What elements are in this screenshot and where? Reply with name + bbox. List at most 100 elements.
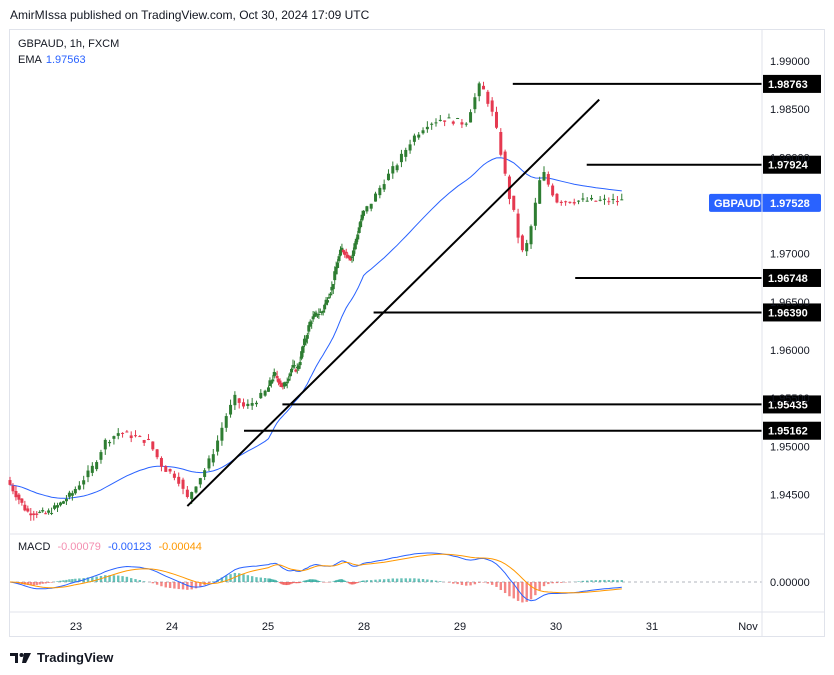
candle-body [271, 379, 275, 382]
macd-hist-bar [303, 580, 306, 582]
macd-hist-bar [478, 582, 481, 583]
candle-body [317, 313, 321, 315]
ema-value: 1.97563 [45, 54, 86, 66]
candle-body [482, 85, 486, 90]
macd-hist-bar [130, 578, 133, 582]
candle-body [237, 398, 241, 403]
candle-body [269, 381, 273, 384]
level-price-label: 1.96748 [768, 273, 808, 285]
macd-hist-bar [142, 581, 146, 582]
macd-hist-bar [177, 582, 180, 590]
macd-hist-bar [238, 573, 241, 582]
candle-body [14, 490, 18, 498]
price-tick-label: 1.99000 [770, 56, 810, 68]
candle-body [242, 402, 246, 407]
macd-zero-label: 0.00000 [770, 577, 810, 589]
macd-hist-bar [508, 582, 511, 597]
candle-body [568, 201, 572, 203]
tradingview-brand[interactable]: TradingView [10, 650, 113, 665]
candle-body [350, 256, 354, 259]
macd-hist-bar [611, 579, 615, 582]
candle-body [29, 513, 33, 516]
macd-hist-bar [603, 579, 606, 582]
candle-body [395, 165, 399, 171]
macd-hist-bar [311, 579, 315, 582]
macd-hist-bar [353, 582, 357, 584]
candle-body [585, 200, 589, 202]
macd-hist-bar [270, 579, 273, 582]
candle-body [438, 119, 442, 121]
candle-body [365, 206, 369, 212]
macd-hist-bar [242, 574, 245, 582]
trendline [186, 98, 600, 507]
ema-legend[interactable]: EMA 1.97563 [18, 52, 119, 68]
macd-hist-bar [317, 580, 321, 582]
candle-body [564, 201, 568, 203]
candle-body [86, 470, 90, 478]
macd-hist-bar [134, 579, 137, 582]
macd-line-value: -0.00123 [107, 541, 152, 553]
candle-body [307, 325, 311, 332]
candle-body [287, 378, 291, 381]
macd-hist-bar [283, 582, 286, 585]
macd-hist-bar [525, 582, 528, 602]
candle-body [337, 256, 341, 261]
symbol-title[interactable]: GBPAUD, 1h, FXCM [18, 38, 120, 50]
macd-hist-bar [590, 580, 593, 582]
candle-body [224, 416, 228, 428]
candle-body [298, 361, 302, 366]
candle-body [320, 312, 324, 314]
level-price-tag [763, 421, 821, 440]
candle-body [292, 365, 296, 367]
chart-frame [9, 29, 825, 637]
candle-body [8, 480, 12, 485]
macd-hist-bar [190, 582, 193, 590]
macd-hist-bar [138, 580, 142, 582]
candle-body [386, 173, 390, 181]
price-tick-label: 1.95000 [770, 441, 810, 453]
candle-body [362, 210, 366, 216]
macd-hist-bar [349, 582, 352, 585]
candle-body [533, 202, 537, 226]
time-tick-label: 28 [358, 621, 370, 633]
candle-body [288, 373, 292, 377]
candle-body [112, 436, 116, 439]
candle-body [369, 203, 373, 209]
candle-body [378, 187, 382, 196]
macd-hist-bar [220, 577, 224, 582]
time-tick-label: 29 [454, 621, 466, 633]
candle-body [451, 121, 455, 124]
level-price-tag [763, 268, 821, 287]
macd-hist-bar [286, 582, 289, 586]
macd-hist-bar [151, 582, 154, 584]
candle-body [138, 436, 142, 438]
candle-body [38, 511, 42, 513]
candle-body [347, 256, 351, 259]
candle-body [229, 404, 233, 415]
candle-body [314, 312, 318, 316]
macd-hist-bar [294, 582, 298, 584]
candle-body [529, 226, 533, 245]
macd-legend[interactable]: MACD -0.00079 -0.00123 -0.00044 [18, 541, 206, 553]
macd-hist-bar [421, 579, 425, 582]
macd-hist-bar [155, 582, 159, 585]
macd-hist-bar [356, 582, 359, 583]
candle-body [469, 112, 473, 123]
candle-body [391, 166, 395, 174]
candle-body [77, 485, 81, 490]
candle-body [73, 489, 77, 494]
macd-hist-bar [268, 578, 272, 582]
candle-body [374, 193, 378, 202]
symbol-legend: GBPAUD, 1h, FXCM EMA 1.97563 [18, 36, 119, 68]
macd-hist-bar [469, 582, 472, 586]
macd-hist-bar [434, 580, 438, 582]
candle-body [404, 149, 408, 157]
macd-hist-bar [486, 582, 490, 584]
macd-hist-bar [560, 582, 563, 583]
macd-hist-bar [387, 578, 390, 582]
macd-hist-bar [343, 580, 346, 582]
macd-hist-bar [44, 582, 47, 584]
level-price-tag [763, 303, 821, 322]
candle-body [555, 193, 559, 203]
